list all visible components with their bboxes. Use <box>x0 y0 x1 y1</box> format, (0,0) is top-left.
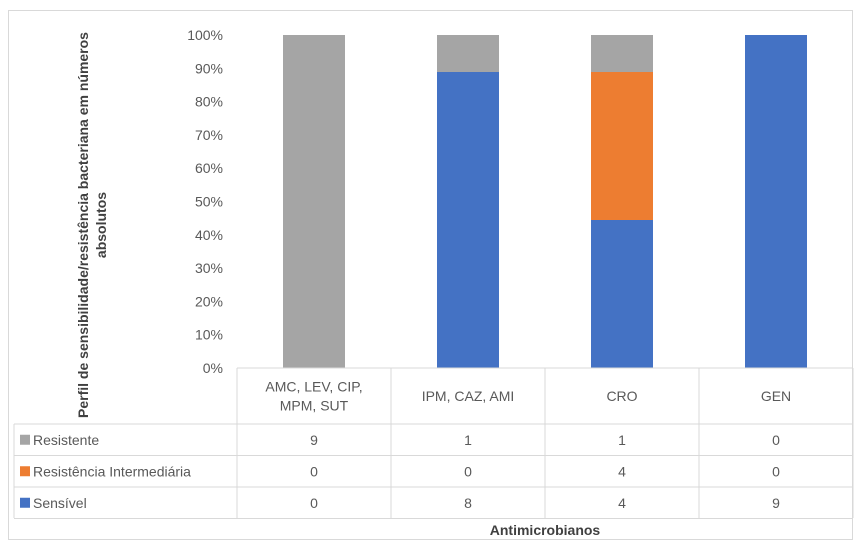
y-tick-label: 40% <box>195 227 223 243</box>
bar-segment <box>591 220 653 368</box>
y-tick-label: 90% <box>195 60 223 76</box>
legend-label: Resistente <box>33 432 99 448</box>
x-axis-title: Antimicrobianos <box>489 522 601 538</box>
y-axis-title-wrap: Perfil de sensibilidade/resistência bact… <box>62 32 122 418</box>
bar-segment <box>745 35 807 368</box>
category-label: MPM, SUT <box>280 398 349 414</box>
y-tick-label: 30% <box>195 260 223 276</box>
data-table-value: 0 <box>772 463 780 479</box>
bar-segment <box>437 72 499 368</box>
y-tick-label: 20% <box>195 293 223 309</box>
data-table-value: 0 <box>772 432 780 448</box>
data-table-value: 4 <box>618 495 626 511</box>
legend-key <box>20 466 30 477</box>
y-axis-title: Perfil de sensibilidade/resistência bact… <box>75 32 109 418</box>
bar-segment <box>591 72 653 220</box>
legend-label: Sensível <box>33 495 87 511</box>
y-tick-label: 0% <box>203 360 223 376</box>
y-tick-label: 10% <box>195 327 223 343</box>
data-table-value: 8 <box>464 495 472 511</box>
bar-segment <box>283 35 345 368</box>
data-table-value: 0 <box>310 495 318 511</box>
data-table-value: 0 <box>464 463 472 479</box>
data-table-value: 1 <box>618 432 626 448</box>
y-tick-label: 70% <box>195 127 223 143</box>
data-table-value: 9 <box>772 495 780 511</box>
y-tick-label: 100% <box>187 27 223 43</box>
category-label: AMC, LEV, CIP, <box>265 379 362 395</box>
legend-key <box>20 434 30 445</box>
bar-segment <box>437 35 499 72</box>
data-table-value: 0 <box>310 463 318 479</box>
y-tick-label: 80% <box>195 94 223 110</box>
data-table-value: 4 <box>618 463 626 479</box>
y-tick-label: 60% <box>195 160 223 176</box>
data-table-value: 9 <box>310 432 318 448</box>
y-tick-label: 50% <box>195 194 223 210</box>
category-label: CRO <box>606 388 637 404</box>
chart-frame <box>8 10 853 540</box>
legend-key <box>20 497 30 508</box>
category-label: GEN <box>761 388 791 404</box>
category-label: IPM, CAZ, AMI <box>422 388 515 404</box>
bar-segment <box>591 35 653 72</box>
data-table-value: 1 <box>464 432 472 448</box>
legend-label: Resistência Intermediária <box>33 463 191 479</box>
